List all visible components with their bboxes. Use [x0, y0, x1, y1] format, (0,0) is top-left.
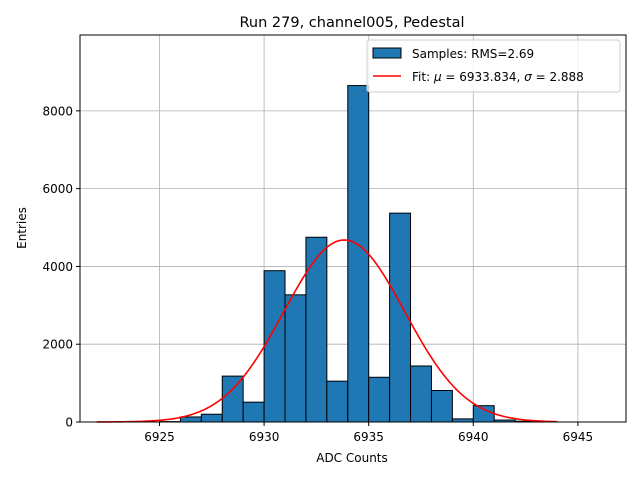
- plot-frame: [79, 34, 627, 423]
- legend-box: [366, 39, 621, 93]
- legend-sigma-value: = 2.888: [532, 70, 584, 84]
- x-tick-label: 6925: [144, 430, 175, 444]
- histogram-bar: [326, 380, 349, 423]
- histogram-bar: [430, 389, 453, 423]
- fit-curve: [96, 239, 557, 423]
- x-tick-label: 6935: [353, 430, 384, 444]
- x-tick-label: 6945: [563, 430, 594, 444]
- y-tick-label: 8000: [42, 104, 73, 118]
- histogram-bar: [305, 236, 328, 423]
- histogram-bar: [410, 365, 432, 423]
- legend-fit-prefix: Fit:: [412, 70, 434, 84]
- histogram-bar: [179, 416, 202, 423]
- histogram-bar: [284, 294, 307, 423]
- chart-title: Run 279, channel005, Pedestal: [239, 15, 464, 31]
- histogram-bar: [368, 376, 391, 423]
- y-tick-label: 2000: [42, 338, 73, 352]
- x-axis-label: ADC Counts: [316, 451, 388, 465]
- histogram-bar: [221, 375, 244, 423]
- legend-fit-label: Fit: μ = 6933.834, σ = 2.888: [412, 70, 584, 84]
- y-tick-label: 4000: [42, 260, 73, 274]
- x-tick-label: 6930: [249, 430, 280, 444]
- x-axis-ticks: 6925 6930 6935 6940 6945: [144, 422, 593, 444]
- x-tick-label: 6940: [458, 430, 489, 444]
- legend-hist-swatch: [372, 47, 402, 59]
- legend-hist-label: Samples: RMS=2.69: [412, 47, 534, 61]
- y-tick-label: 0: [65, 416, 73, 430]
- y-tick-label: 6000: [42, 182, 73, 196]
- histogram-bar: [200, 413, 223, 423]
- y-axis-label: Entries: [15, 207, 29, 249]
- y-axis-ticks: 0 2000 4000 6000 8000: [42, 104, 80, 430]
- legend-sigma-symbol: σ: [524, 70, 532, 84]
- legend: Samples: RMS=2.69 Fit: μ = 6933.834, σ =…: [366, 39, 621, 93]
- histogram-bar: [242, 401, 265, 423]
- histogram-bars: [158, 85, 558, 423]
- histogram-bar: [263, 270, 286, 423]
- legend-mu-symbol: μ: [433, 70, 442, 84]
- histogram-bar: [472, 405, 495, 423]
- legend-mu-value: = 6933.834,: [442, 70, 525, 84]
- histogram-bar: [347, 85, 370, 423]
